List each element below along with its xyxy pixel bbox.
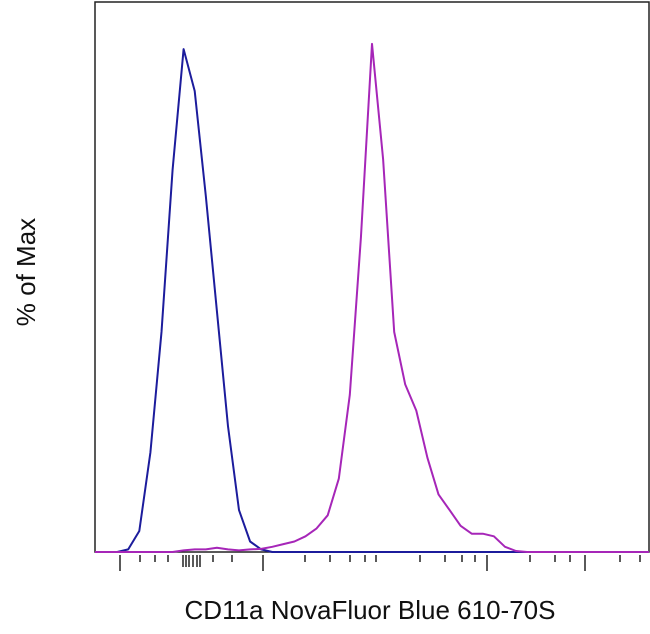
histogram-line (95, 42, 649, 553)
x-axis-label: CD11a NovaFluor Blue 610-70S (185, 595, 556, 625)
plot-frame (94, 1, 650, 553)
y-axis-label: % of Max (11, 218, 41, 326)
axis-ticks (119, 555, 641, 571)
histogram-line (95, 48, 649, 553)
